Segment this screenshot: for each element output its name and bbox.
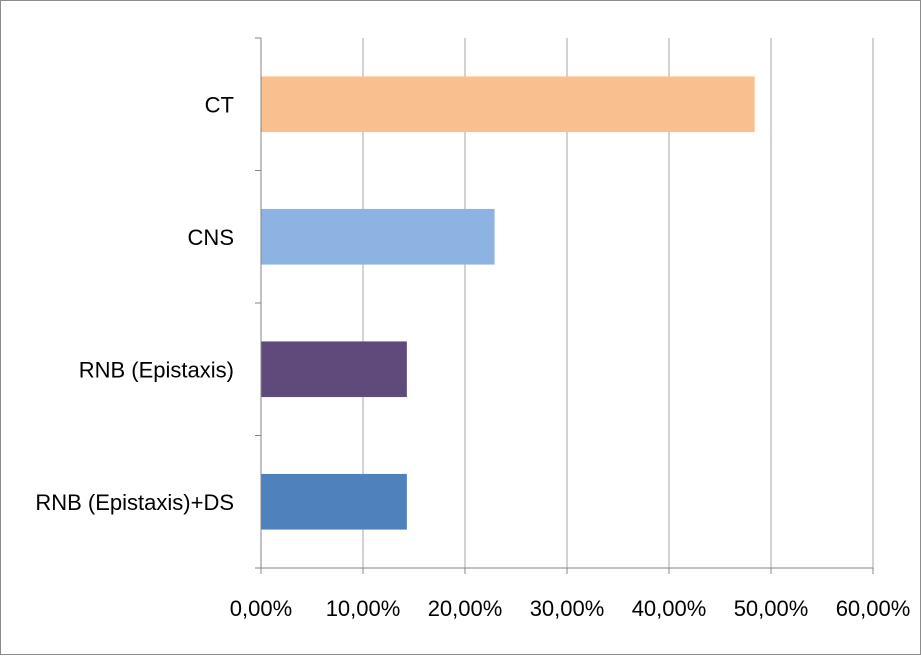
x-tick-label: 0,00% (230, 596, 292, 621)
x-tick-label: 10,00% (326, 596, 401, 621)
labels: 0,00% 10,00% 20,00% 30,00% 40,00% 50,00% 60,00… (35, 92, 910, 621)
category-label: CNS (188, 225, 234, 250)
x-tick-label: 20,00% (428, 596, 503, 621)
x-tick-label: 50,00% (734, 596, 809, 621)
bar (261, 473, 407, 530)
x-tick-label: 40,00% (632, 596, 707, 621)
axes (255, 37, 874, 574)
bar (261, 341, 407, 398)
bar (261, 208, 495, 265)
category-label: RNB (Epistaxis) (79, 357, 234, 382)
bar (261, 76, 755, 133)
x-tick-label: 30,00% (530, 596, 605, 621)
x-tick-label: 60,00% (836, 596, 911, 621)
bars (261, 76, 755, 530)
category-label: RNB (Epistaxis)+DS (35, 490, 234, 515)
category-label: CT (205, 92, 234, 117)
